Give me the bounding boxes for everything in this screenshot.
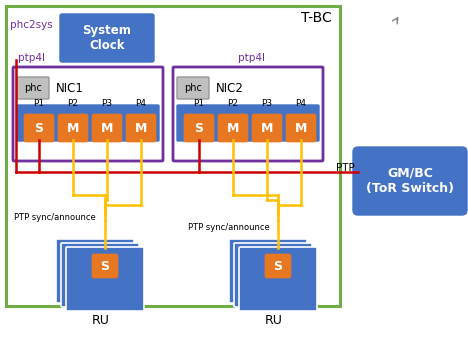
FancyBboxPatch shape [353,147,467,215]
Text: S: S [101,259,110,272]
Text: phc: phc [184,83,202,93]
FancyBboxPatch shape [92,114,122,142]
Text: ptp4l: ptp4l [18,53,45,63]
Text: P3: P3 [262,99,272,108]
Text: PTP sync/announce: PTP sync/announce [14,214,96,223]
Text: M: M [295,121,307,135]
FancyBboxPatch shape [13,67,163,161]
Text: phc: phc [24,83,42,93]
Text: P2: P2 [227,99,239,108]
Text: System
Clock: System Clock [82,24,132,52]
FancyBboxPatch shape [24,114,54,142]
Text: P3: P3 [102,99,113,108]
Text: RU: RU [92,313,110,326]
FancyBboxPatch shape [265,254,291,278]
FancyBboxPatch shape [66,247,144,311]
Text: GM/BC
(ToR Switch): GM/BC (ToR Switch) [366,167,454,195]
Text: M: M [227,121,239,135]
Text: NIC2: NIC2 [216,82,244,95]
Text: NIC1: NIC1 [56,82,84,95]
FancyBboxPatch shape [184,114,214,142]
FancyBboxPatch shape [58,114,88,142]
Text: P1: P1 [33,99,44,108]
FancyBboxPatch shape [92,254,118,278]
Text: PTP sync/announce: PTP sync/announce [188,224,270,233]
FancyBboxPatch shape [56,239,134,303]
Text: ptp4l: ptp4l [238,53,265,63]
FancyBboxPatch shape [17,77,49,99]
Text: PTP: PTP [336,163,355,173]
Text: T-BC: T-BC [301,11,332,25]
FancyBboxPatch shape [252,114,282,142]
Text: S: S [273,259,283,272]
Bar [6,6,340,306]
Text: M: M [135,121,147,135]
Text: P4: P4 [295,99,307,108]
FancyBboxPatch shape [234,243,312,307]
Text: P1: P1 [193,99,205,108]
FancyBboxPatch shape [60,14,154,62]
FancyBboxPatch shape [126,114,156,142]
FancyBboxPatch shape [61,243,139,307]
Text: P4: P4 [136,99,146,108]
FancyBboxPatch shape [173,67,323,161]
FancyBboxPatch shape [17,105,159,141]
Text: phc2sys: phc2sys [10,20,53,30]
Text: M: M [101,121,113,135]
Text: P2: P2 [67,99,79,108]
Text: S: S [35,121,44,135]
FancyBboxPatch shape [218,114,248,142]
FancyBboxPatch shape [177,105,319,141]
FancyBboxPatch shape [286,114,316,142]
Text: S: S [195,121,204,135]
FancyBboxPatch shape [229,239,307,303]
Text: M: M [67,121,79,135]
FancyBboxPatch shape [177,77,209,99]
Text: RU: RU [265,313,283,326]
FancyBboxPatch shape [239,247,317,311]
Text: M: M [261,121,273,135]
